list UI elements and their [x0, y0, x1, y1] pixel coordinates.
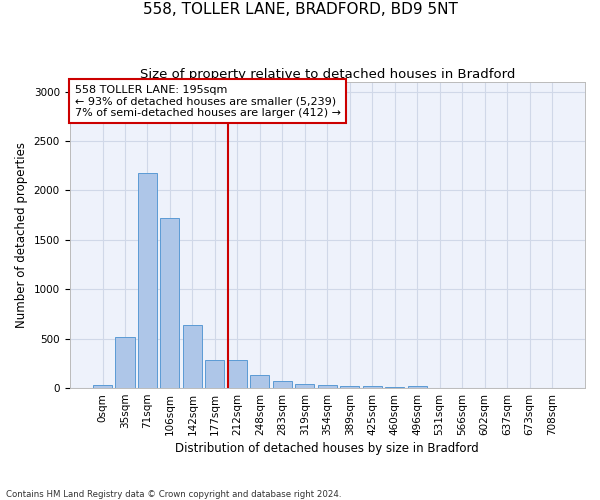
Bar: [228, 360, 247, 388]
Bar: [250, 374, 269, 388]
Bar: [183, 326, 202, 388]
Y-axis label: Number of detached properties: Number of detached properties: [15, 142, 28, 328]
Bar: [407, 386, 427, 388]
Bar: [115, 336, 134, 388]
Bar: [138, 172, 157, 388]
Bar: [340, 386, 359, 388]
Text: 558, TOLLER LANE, BRADFORD, BD9 5NT: 558, TOLLER LANE, BRADFORD, BD9 5NT: [143, 2, 457, 18]
Bar: [273, 380, 292, 388]
Bar: [295, 384, 314, 388]
X-axis label: Distribution of detached houses by size in Bradford: Distribution of detached houses by size …: [175, 442, 479, 455]
Text: Contains HM Land Registry data © Crown copyright and database right 2024.: Contains HM Land Registry data © Crown c…: [6, 490, 341, 499]
Bar: [362, 386, 382, 388]
Bar: [318, 385, 337, 388]
Text: 558 TOLLER LANE: 195sqm
← 93% of detached houses are smaller (5,239)
7% of semi-: 558 TOLLER LANE: 195sqm ← 93% of detache…: [74, 84, 341, 118]
Bar: [93, 385, 112, 388]
Bar: [385, 387, 404, 388]
Title: Size of property relative to detached houses in Bradford: Size of property relative to detached ho…: [140, 68, 515, 80]
Bar: [205, 360, 224, 388]
Bar: [160, 218, 179, 388]
